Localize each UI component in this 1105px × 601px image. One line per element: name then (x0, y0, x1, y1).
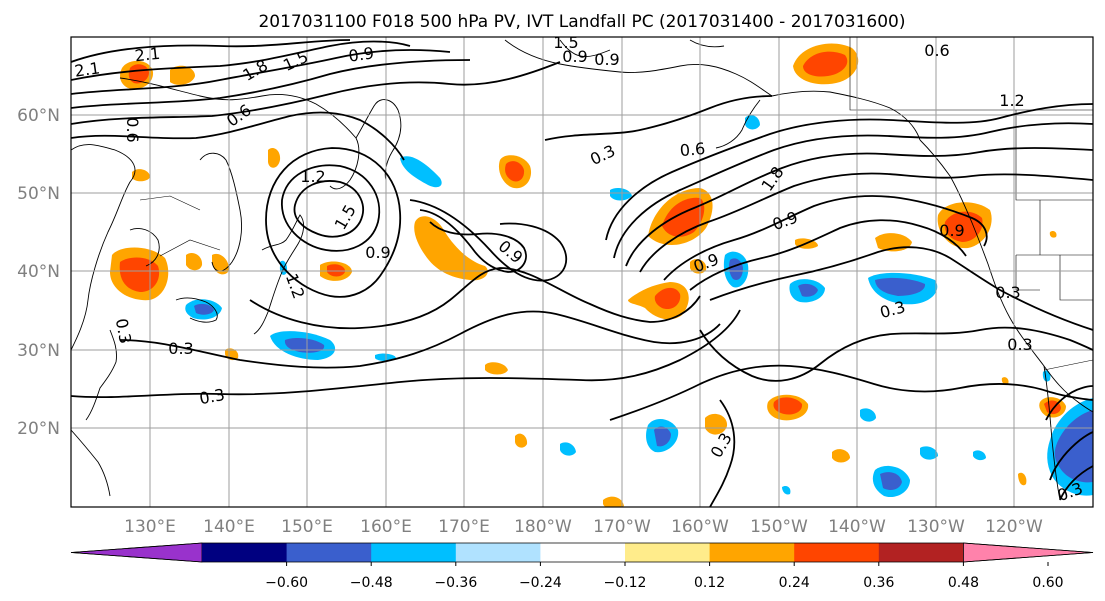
contour-label: 1.2 (999, 91, 1024, 110)
colorbar-segment (371, 543, 457, 562)
lon-label: 170°W (593, 517, 651, 537)
map-panel (70, 36, 1094, 508)
pv-contours (71, 39, 1093, 507)
positive-anomaly-gulf-alaska (628, 188, 912, 463)
figure-title: 2017031100 F018 500 hPa PV, IVT Landfall… (258, 12, 905, 32)
colorbar-tick-label: 0.36 (863, 575, 894, 591)
contour-label: 0.3 (112, 317, 135, 345)
colorbar-tick-label: 0.12 (694, 575, 725, 591)
lon-label: 180°W (514, 517, 572, 537)
colorbar-segment (709, 543, 795, 562)
lat-label: 30°N (17, 341, 60, 361)
colorbar-tick-label: −0.36 (434, 575, 477, 591)
contour-label: 0.9 (939, 221, 964, 240)
colorbar-tick-label: 0.48 (948, 575, 979, 591)
contour-label: 0.3 (168, 339, 193, 358)
colorbar-tick-label: −0.48 (350, 575, 393, 591)
colorbar-segment (455, 543, 541, 562)
contour-label: 0.6 (924, 41, 949, 60)
colorbar: −0.60 −0.48 −0.36 −0.24 −0.12 0.12 0.24 0.36 0.4… (70, 542, 1094, 591)
positive-anomaly-central (414, 155, 624, 507)
contour-label: 0.9 (365, 243, 390, 262)
colorbar-segment (540, 543, 626, 562)
lat-label: 40°N (17, 262, 60, 282)
lon-label: 160°W (671, 517, 729, 537)
lon-label: 150°W (750, 517, 808, 537)
lon-label: 160°E (360, 517, 412, 537)
colorbar-extend-high (963, 542, 1094, 563)
colorbar-segment (878, 543, 964, 562)
colorbar-segment (794, 543, 880, 562)
colorbar-segment (625, 543, 711, 562)
lon-label: 170°E (438, 517, 490, 537)
lon-label: 130°E (124, 517, 176, 537)
lon-label: 140°W (828, 517, 886, 537)
colorbar-segment (286, 543, 372, 562)
graticule (71, 37, 1093, 507)
colorbar-tick-label: −0.60 (265, 575, 308, 591)
contour-label: 0.9 (347, 43, 375, 65)
colorbar-extend-low (70, 542, 203, 563)
contour-label: 2.1 (73, 58, 101, 80)
contour-label: 1.2 (300, 167, 325, 186)
colorbar-tick-label: 0.24 (779, 575, 810, 591)
contour-label: 0.6 (679, 139, 706, 160)
latitude-labels: 60°N 50°N 40°N 30°N 20°N (17, 106, 60, 439)
colorbar-segment (202, 543, 288, 562)
contour-label: 0.3 (198, 385, 226, 408)
colorbar-tick-label: 0.60 (1032, 575, 1063, 591)
contour-label: 0.9 (594, 50, 619, 69)
coastlines (71, 39, 1093, 501)
longitude-labels: 130°E 140°E 150°E 160°E 170°E 180°W 170°W 160°W… (124, 517, 1043, 537)
lat-label: 60°N (17, 106, 60, 126)
contour-label: 0.9 (562, 47, 587, 66)
contour-label: 0.3 (995, 283, 1020, 302)
map-frame (70, 36, 1094, 508)
lat-label: 50°N (17, 184, 60, 204)
contour-label: 0.3 (1007, 335, 1032, 354)
colorbar-outline (70, 542, 1094, 563)
colorbar-tick-label: −0.24 (519, 575, 562, 591)
contour-label: 0.6 (123, 117, 142, 142)
lon-label: 140°E (203, 517, 255, 537)
contour-label: 2.1 (134, 44, 161, 66)
negative-anomalies (185, 115, 1093, 498)
colorbar-tick-label: −0.12 (604, 575, 647, 591)
lon-label: 150°E (281, 517, 333, 537)
lon-label: 120°W (985, 517, 1043, 537)
positive-anomaly-kamchatka (793, 43, 859, 85)
lat-label: 20°N (17, 419, 60, 439)
contour-label: 1.5 (553, 33, 578, 52)
lon-label: 130°W (907, 517, 965, 537)
